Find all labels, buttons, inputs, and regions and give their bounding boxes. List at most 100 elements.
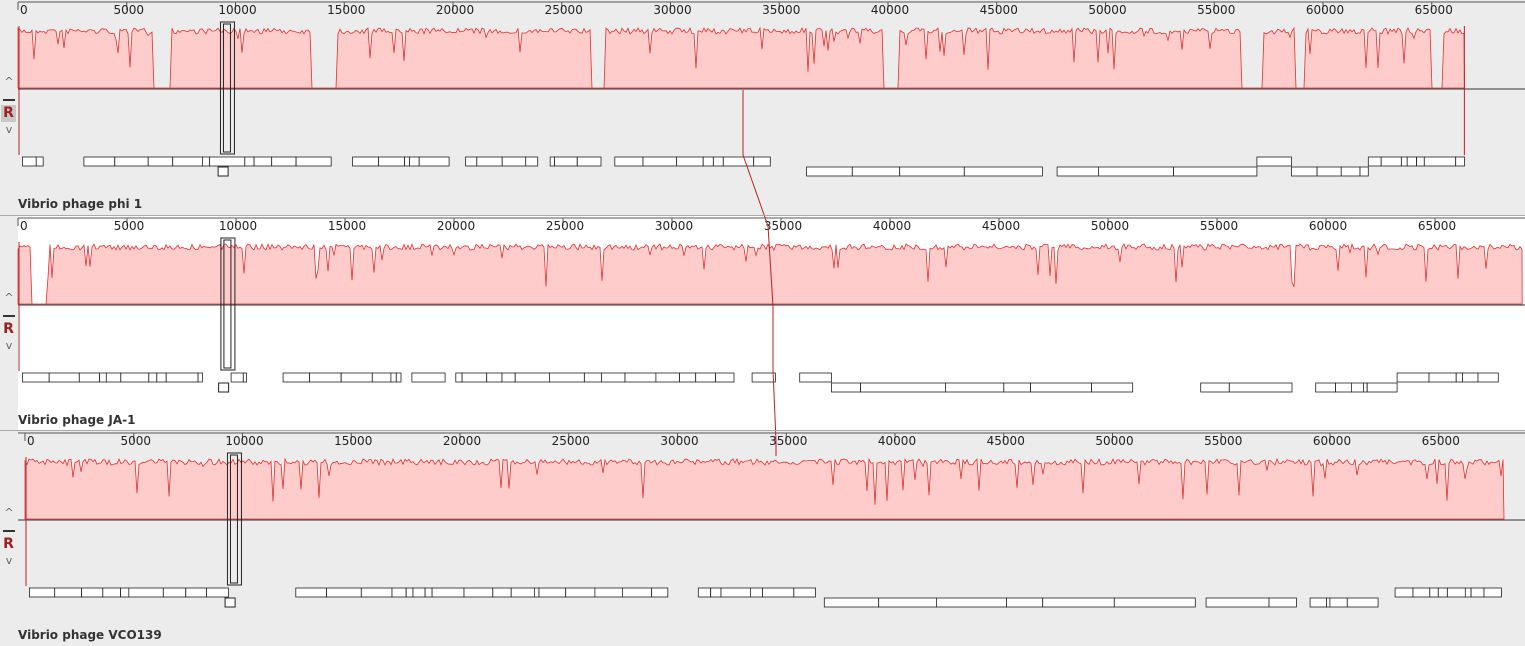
gene-feature — [1173, 166, 1258, 177]
gene-feature — [624, 372, 657, 383]
gene-feature — [360, 587, 393, 598]
ruler-label: 40000 — [871, 3, 909, 17]
gene-feature — [622, 587, 652, 598]
gene-feature — [209, 156, 246, 167]
gene-feature — [823, 597, 880, 608]
gene-feature — [352, 156, 379, 167]
gene-feature — [21, 372, 50, 383]
gene-feature — [390, 372, 397, 383]
gene-feature — [753, 156, 771, 167]
gene-feature — [1326, 597, 1331, 608]
similarity-profile — [17, 26, 1465, 89]
gene-feature — [651, 587, 669, 598]
gene-feature — [642, 156, 677, 167]
gene-feature — [35, 156, 44, 167]
gene-feature — [1483, 587, 1502, 598]
move-down-icon[interactable]: v — [5, 339, 13, 352]
gene-feature — [1394, 587, 1414, 598]
gene-feature — [1256, 156, 1292, 167]
gene-feature — [218, 382, 230, 393]
ruler-label: 40000 — [873, 219, 911, 233]
ruler-label: 35000 — [769, 434, 807, 448]
gene-feature — [78, 372, 101, 383]
ruler-label: 15000 — [334, 434, 372, 448]
gene-feature — [1056, 166, 1099, 177]
gene-feature — [409, 156, 420, 167]
ruler-label: 5000 — [114, 219, 145, 233]
ruler-label: 30000 — [653, 3, 691, 17]
ruler-label: 50000 — [1095, 434, 1133, 448]
gene-feature — [1455, 156, 1465, 167]
gene-feature — [120, 372, 150, 383]
gene-feature — [197, 372, 203, 383]
hide-icon[interactable] — [3, 99, 15, 101]
gene-feature — [217, 166, 229, 177]
gene-feature — [1351, 382, 1364, 393]
gene-feature — [411, 372, 446, 383]
reverse-button[interactable]: R — [3, 321, 14, 337]
gene-feature — [710, 587, 722, 598]
genome-label: Vibrio phage VCO139 — [18, 628, 162, 642]
ruler-label: 65000 — [1418, 219, 1456, 233]
gene-feature — [295, 156, 332, 167]
gene-feature — [253, 156, 273, 167]
move-down-icon[interactable]: v — [5, 554, 13, 567]
gene-feature — [48, 372, 80, 383]
ruler-label: 55000 — [1204, 434, 1242, 448]
gene-feature — [1309, 597, 1327, 608]
selection-box — [226, 452, 242, 586]
gene-feature — [1428, 372, 1457, 383]
gene-feature — [676, 156, 704, 167]
gene-feature — [1200, 382, 1230, 393]
gene-feature — [424, 587, 433, 598]
gene-feature — [1003, 382, 1031, 393]
gene-feature — [271, 156, 297, 167]
gene-feature — [230, 372, 244, 383]
gene-feature — [114, 156, 149, 167]
gene-feature — [762, 587, 795, 598]
selection-box-inner — [223, 239, 232, 369]
move-down-icon[interactable]: v — [5, 123, 13, 136]
ruler-label: 45000 — [980, 3, 1018, 17]
ruler-label: 65000 — [1415, 3, 1453, 17]
ruler-label: 15000 — [328, 219, 366, 233]
move-up-icon[interactable]: ^ — [4, 291, 14, 304]
gene-feature — [455, 372, 463, 383]
gene-feature — [1380, 156, 1402, 167]
gene-feature — [244, 156, 255, 167]
gene-feature — [614, 156, 644, 167]
ruler-label: 40000 — [878, 434, 916, 448]
reverse-button[interactable]: R — [1, 105, 16, 122]
move-up-icon[interactable]: ^ — [4, 75, 14, 88]
gene-feature — [1205, 597, 1270, 608]
gene-feature — [1228, 382, 1293, 393]
gene-feature — [1006, 597, 1044, 608]
gene-feature — [295, 587, 327, 598]
gene-feature — [282, 372, 311, 383]
gene-feature — [476, 156, 503, 167]
hide-icon[interactable] — [3, 315, 15, 317]
gene-feature — [695, 372, 717, 383]
gene-feature — [601, 372, 626, 383]
gene-feature — [702, 156, 714, 167]
gene-feature — [549, 372, 585, 383]
selection-box-inner — [229, 454, 238, 584]
ruler-label: 55000 — [1197, 3, 1235, 17]
gene-feature — [165, 372, 199, 383]
move-up-icon[interactable]: ^ — [4, 506, 14, 519]
reverse-button[interactable]: R — [3, 536, 14, 552]
ruler-label: 0 — [20, 3, 28, 17]
panel-controls: ^ R v — [0, 216, 18, 431]
genome-label: Vibrio phage phi 1 — [18, 197, 143, 211]
panel-controls: ^ R v — [0, 431, 18, 646]
gene-feature — [554, 156, 578, 167]
gene-feature — [465, 156, 478, 167]
gene-feature — [1470, 587, 1485, 598]
hide-icon[interactable] — [3, 530, 15, 532]
ruler-label: 45000 — [982, 219, 1020, 233]
genome-label: Vibrio phage JA-1 — [18, 413, 136, 427]
panel-controls: ^ R v — [0, 0, 18, 215]
gene-feature — [1477, 372, 1499, 383]
gene-feature — [431, 587, 465, 598]
